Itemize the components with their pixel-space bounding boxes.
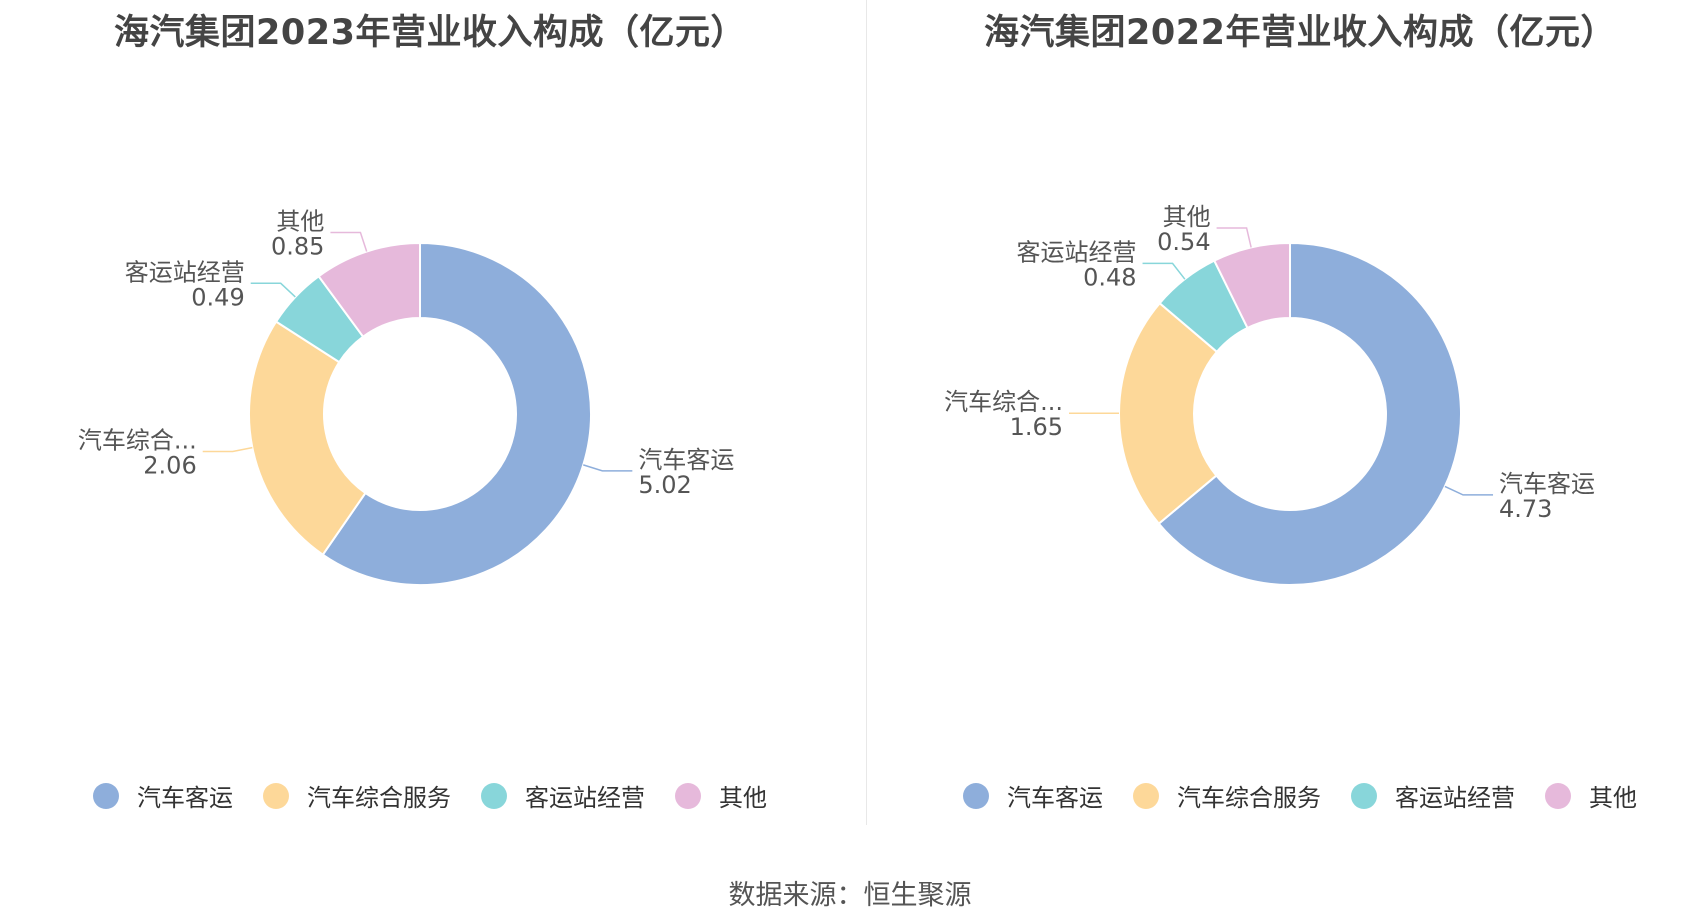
slice-label-name: 汽车综合... xyxy=(944,388,1063,416)
slice-label-name: 其他 xyxy=(276,208,324,236)
slice-label-value: 4.73 xyxy=(1499,495,1552,523)
donut-slice[interactable] xyxy=(1212,241,1291,330)
chart-panel-2023: 海汽集团2023年营业收入构成（亿元） 汽车客运 5.02 汽车综合... 2.06 客… xyxy=(0,0,860,830)
slice-label-value: 1.65 xyxy=(1010,413,1063,441)
label-leader-line xyxy=(330,231,368,252)
slice-label-value: 5.02 xyxy=(638,471,691,499)
slice-label-name: 客运站经营 xyxy=(1017,238,1137,266)
chart-legend: 汽车客运 汽车综合服务 客运站经营 其他 xyxy=(870,778,1700,813)
data-source-note: 数据来源：恒生聚源 xyxy=(728,880,972,911)
slice-label-value: 0.54 xyxy=(1157,228,1210,256)
label-leader-line xyxy=(583,464,633,472)
label-leader-line xyxy=(1216,227,1252,248)
legend-item[interactable]: 其他 xyxy=(675,778,767,813)
label-leader-line xyxy=(1142,262,1186,280)
slice-label-name: 其他 xyxy=(1163,203,1211,231)
donut-slice[interactable] xyxy=(321,241,592,586)
legend-label: 客运站经营 xyxy=(1395,784,1515,812)
legend-label: 客运站经营 xyxy=(525,784,645,812)
legend-item[interactable]: 汽车综合服务 xyxy=(1133,778,1321,813)
label-leader-line xyxy=(250,282,296,298)
legend-swatch xyxy=(963,782,989,809)
donut-slice[interactable] xyxy=(317,241,421,339)
panel-divider xyxy=(866,0,867,825)
legend-label: 其他 xyxy=(719,784,767,812)
chart-panel-2022: 海汽集团2022年营业收入构成（亿元） 汽车客运 4.73 汽车综合... 1.65 客… xyxy=(870,0,1700,830)
chart-legend: 汽车客运 汽车综合服务 客运站经营 其他 xyxy=(0,778,860,813)
donut-slice[interactable] xyxy=(248,320,367,557)
legend-swatch xyxy=(675,782,701,809)
slice-label-value: 0.49 xyxy=(191,283,244,311)
legend-item[interactable]: 其他 xyxy=(1545,778,1637,813)
legend-item[interactable]: 汽车综合服务 xyxy=(263,778,451,813)
slice-label-name: 汽车客运 xyxy=(638,446,734,474)
legend-item[interactable]: 汽车客运 xyxy=(93,778,233,813)
legend-label: 汽车客运 xyxy=(137,784,233,812)
legend-swatch xyxy=(1351,782,1377,809)
legend-swatch xyxy=(481,782,507,809)
legend-item[interactable]: 客运站经营 xyxy=(1351,778,1515,813)
legend-swatch xyxy=(263,782,289,809)
label-leader-line xyxy=(1444,485,1494,496)
slice-label-value: 2.06 xyxy=(143,452,196,480)
legend-item[interactable]: 客运站经营 xyxy=(481,778,645,813)
donut-slice[interactable] xyxy=(1157,241,1462,586)
legend-swatch xyxy=(1545,782,1571,809)
donut-slice[interactable] xyxy=(1118,301,1219,526)
legend-label: 汽车综合服务 xyxy=(1177,784,1321,812)
slice-label-value: 0.85 xyxy=(271,233,324,261)
slice-label-name: 汽车综合... xyxy=(78,427,197,455)
chart-title: 海汽集团2023年营业收入构成（亿元） xyxy=(114,13,746,53)
legend-label: 汽车综合服务 xyxy=(307,784,451,812)
legend-swatch xyxy=(1133,782,1159,809)
legend-item[interactable]: 汽车客运 xyxy=(963,778,1103,813)
label-leader-line xyxy=(202,446,253,453)
legend-swatch xyxy=(93,782,119,809)
legend-label: 汽车客运 xyxy=(1007,784,1103,812)
slice-label-name: 汽车客运 xyxy=(1499,470,1595,498)
slice-label-value: 0.48 xyxy=(1083,263,1136,291)
legend-label: 其他 xyxy=(1589,784,1637,812)
slice-label-name: 客运站经营 xyxy=(125,258,245,286)
chart-title: 海汽集团2022年营业收入构成（亿元） xyxy=(984,13,1616,53)
